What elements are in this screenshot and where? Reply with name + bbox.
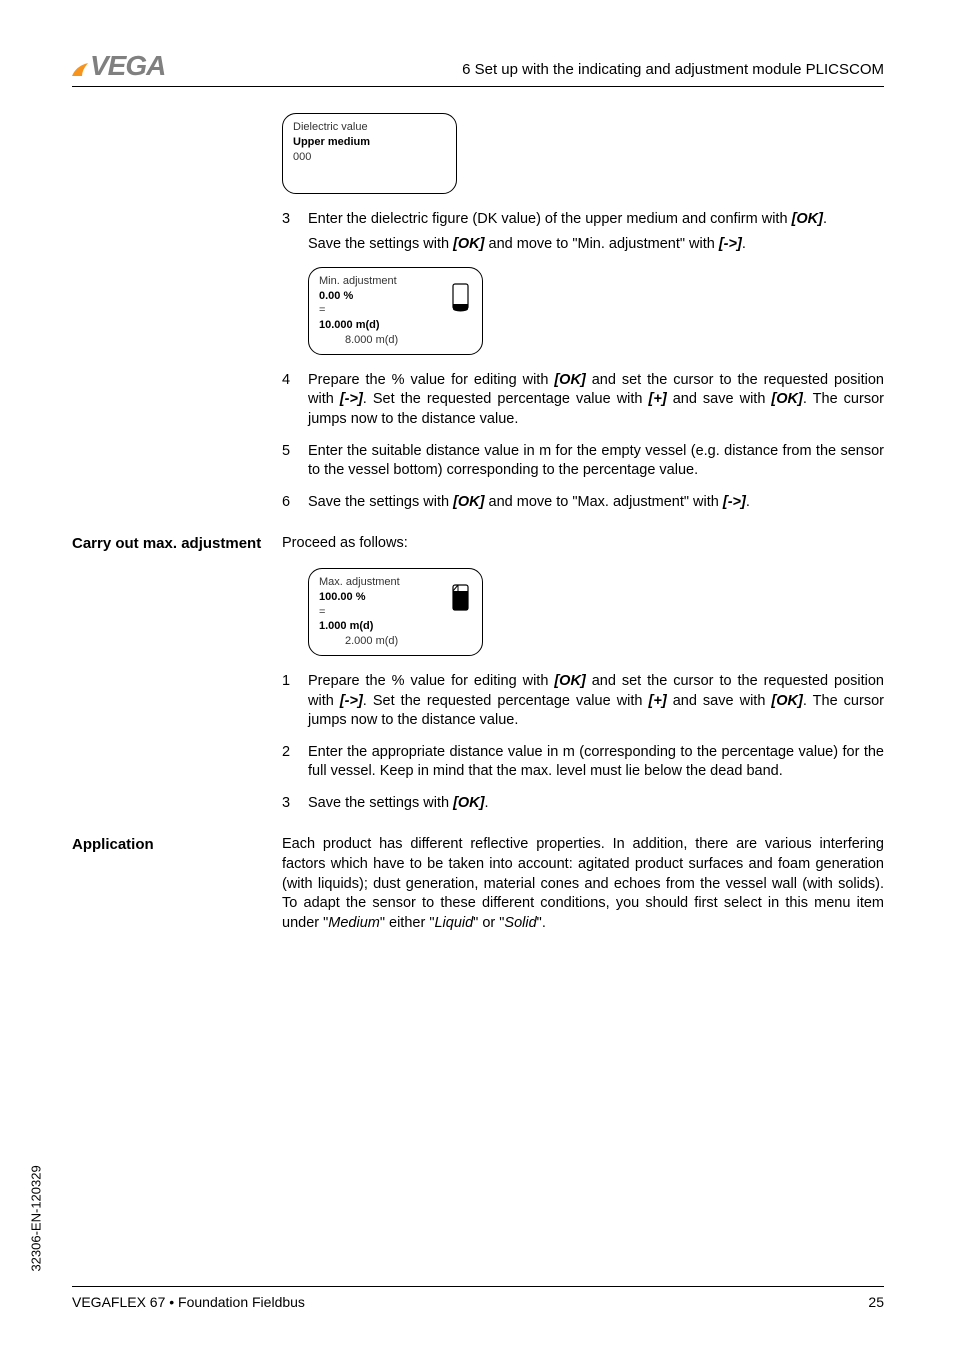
lcd-max-adjust: Max. adjustment 100.00 % = 1.000 m(d) 2.… (308, 568, 483, 656)
svg-text:VEGA: VEGA (90, 50, 165, 80)
step-text: Save the settings with [OK]. (308, 794, 884, 814)
footer-left: VEGAFLEX 67 • Foundation Fieldbus (72, 1293, 305, 1312)
step-text: Enter the appropriate distance value in … (308, 743, 884, 782)
logo: VEGA (72, 50, 192, 80)
vessel-empty-icon (450, 282, 472, 314)
row-lcd2: Min. adjustment 0.00 % = 10.000 m(d) 8.0… (72, 267, 884, 371)
step-number: 5 (282, 442, 308, 487)
row-steps456: 4 Prepare the % value for editing with [… (72, 371, 884, 524)
header-section-title: 6 Set up with the indicating and adjustm… (462, 60, 884, 80)
page: VEGA 6 Set up with the indicating and ad… (0, 0, 954, 971)
lcd-line: 8.000 m(d) (319, 333, 472, 348)
side-label-application: Application (72, 835, 282, 855)
lcd-line: 10.000 m(d) (319, 318, 472, 333)
lcd-line: 2.000 m(d) (319, 634, 472, 649)
lcd-line: 000 (293, 150, 446, 165)
max-step-1: 1 Prepare the % value for editing with [… (282, 672, 884, 737)
row-step3: 3 Enter the dielectric figure (DK value)… (72, 210, 884, 267)
step-number: 3 (282, 210, 308, 261)
step-4: 4 Prepare the % value for editing with [… (282, 371, 884, 436)
step-text: Prepare the % value for editing with [OK… (308, 371, 884, 430)
footer: VEGAFLEX 67 • Foundation Fieldbus 25 (72, 1286, 884, 1312)
lcd-dielectric: Dielectric value Upper medium 000 (282, 113, 457, 194)
side-label-max-adjust: Carry out max. adjustment (72, 534, 282, 554)
lcd-line: Upper medium (293, 135, 446, 150)
logo-svg: VEGA (72, 50, 192, 80)
vessel-full-icon (450, 583, 472, 615)
footer-page-number: 25 (868, 1293, 884, 1312)
step-text: Prepare the % value for editing with [OK… (308, 672, 884, 731)
step-text: Save the settings with [OK] and move to … (308, 493, 884, 513)
step-number: 3 (282, 794, 308, 820)
row-max-intro: Carry out max. adjustment Proceed as fol… (72, 534, 884, 825)
step-5: 5 Enter the suitable distance value in m… (282, 442, 884, 487)
header-row: VEGA 6 Set up with the indicating and ad… (72, 50, 884, 87)
lcd-line: Dielectric value (293, 120, 446, 135)
step-number: 6 (282, 493, 308, 519)
lcd-line: 1.000 m(d) (319, 619, 472, 634)
application-text: Each product has different reflective pr… (282, 835, 884, 933)
step-text: Enter the dielectric figure (DK value) o… (308, 210, 884, 230)
step-text: Save the settings with [OK] and move to … (308, 235, 884, 255)
step-number: 4 (282, 371, 308, 436)
step-number: 2 (282, 743, 308, 788)
row-lcd1: Dielectric value Upper medium 000 (72, 113, 884, 210)
step-number: 1 (282, 672, 308, 737)
step-text: Enter the suitable distance value in m f… (308, 442, 884, 481)
doc-id-rotated: 32306-EN-120329 (27, 1166, 45, 1272)
step-3: 3 Enter the dielectric figure (DK value)… (282, 210, 884, 261)
row-application: Application Each product has different r… (72, 835, 884, 941)
lcd-min-adjust: Min. adjustment 0.00 % = 10.000 m(d) 8.0… (308, 267, 483, 355)
max-step-3: 3 Save the settings with [OK]. (282, 794, 884, 820)
max-step-2: 2 Enter the appropriate distance value i… (282, 743, 884, 788)
max-intro-text: Proceed as follows: (282, 534, 884, 554)
step-6: 6 Save the settings with [OK] and move t… (282, 493, 884, 519)
